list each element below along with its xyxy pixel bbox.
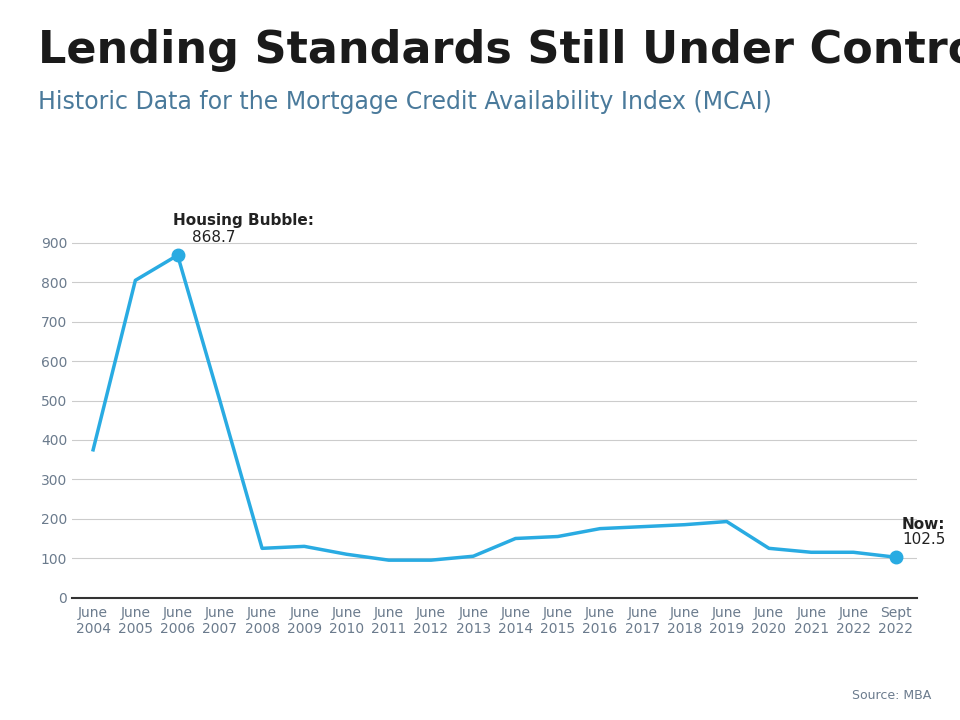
Text: Now:: Now: <box>902 516 946 531</box>
Text: 102.5: 102.5 <box>902 532 946 547</box>
Text: Lending Standards Still Under Control: Lending Standards Still Under Control <box>38 29 960 72</box>
Text: 868.7: 868.7 <box>192 230 236 246</box>
Text: Housing Bubble:: Housing Bubble: <box>174 212 314 228</box>
Text: Historic Data for the Mortgage Credit Availability Index (MCAI): Historic Data for the Mortgage Credit Av… <box>38 90 772 114</box>
Text: Source: MBA: Source: MBA <box>852 689 931 702</box>
